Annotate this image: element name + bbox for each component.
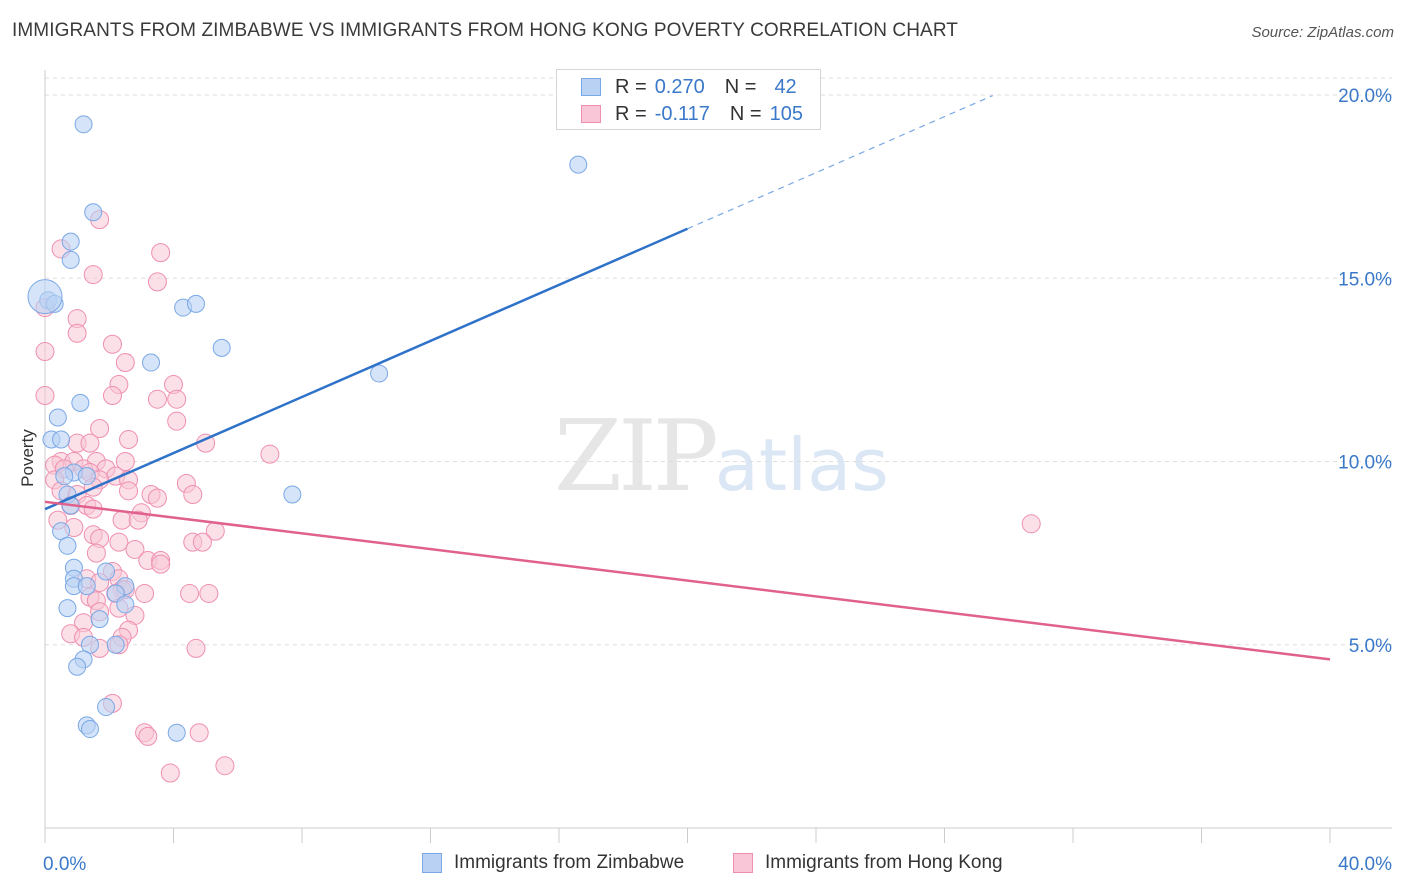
zimbabwe-point [77, 467, 96, 486]
zimbabwe-trend-line [44, 227, 688, 511]
zimbabwe-point [283, 485, 302, 504]
hongkong-point [167, 411, 187, 431]
series-legend: Immigrants from Zimbabwe Immigrants from… [0, 852, 1406, 878]
hongkong-point [151, 554, 171, 574]
watermark-zip: ZIP [554, 400, 719, 514]
legend-row-zimbabwe: R = 0.270 N = 42 [581, 75, 797, 99]
zimbabwe-point [58, 599, 77, 618]
zimbabwe-point [68, 657, 87, 676]
zimbabwe-point [77, 577, 96, 596]
zimbabwe-point-large [27, 279, 63, 315]
legend-r-value: -0.117 [654, 102, 710, 125]
zimbabwe-point [71, 393, 90, 412]
hongkong-point [147, 272, 167, 292]
zimbabwe-point [186, 294, 205, 313]
legend-swatch-hongkong [581, 105, 601, 123]
y-axis-label: Poverty [18, 429, 37, 487]
hongkong-point [35, 342, 55, 362]
hongkong-point [199, 583, 219, 603]
zimbabwe-point [84, 203, 103, 222]
stats-legend: R = 0.270 N = 42 R = -0.117 N = 105 [556, 69, 821, 130]
zimbabwe-point [61, 250, 80, 269]
hongkong-point [109, 532, 129, 552]
hongkong-point [128, 510, 148, 530]
series-swatch-zimbabwe [422, 853, 442, 873]
zimbabwe-point [116, 595, 135, 614]
zimbabwe-point [97, 562, 116, 581]
hongkong-point [80, 433, 100, 453]
zimbabwe-point [569, 155, 588, 174]
series-swatch-hongkong [733, 853, 753, 873]
hongkong-point [90, 419, 110, 439]
hongkong-point [215, 756, 235, 776]
zimbabwe-point [106, 635, 125, 654]
zimbabwe-point [55, 467, 74, 486]
zimbabwe-point [74, 115, 93, 134]
hongkong-point [115, 452, 135, 471]
hongkong-point [147, 488, 167, 508]
legend-n-label: N = [724, 75, 757, 98]
hongkong-point [102, 386, 122, 406]
zimbabwe-point [212, 338, 231, 357]
hongkong-point [102, 334, 122, 354]
zimbabwe-point [97, 698, 116, 717]
hongkong-point [180, 583, 200, 603]
hongkong-point [192, 532, 212, 552]
hongkong-point [35, 386, 55, 406]
zimbabwe-point [58, 536, 77, 555]
y-tick-label: 5.0% [1349, 636, 1392, 657]
hongkong-point [160, 763, 180, 783]
legend-r-label: R = [615, 102, 647, 125]
legend-n-value: 105 [769, 102, 803, 125]
source-label: Source: ZipAtlas.com [1251, 24, 1394, 41]
hongkong-point [183, 484, 203, 504]
hongkong-point [119, 481, 139, 501]
y-tick-label: 15.0% [1338, 269, 1392, 290]
zimbabwe-point [52, 430, 71, 449]
hongkong-point [125, 539, 145, 559]
hongkong-point [112, 510, 132, 530]
zimbabwe-trend-extension [687, 95, 993, 230]
zimbabwe-point [90, 610, 109, 629]
hongkong-point [1021, 514, 1041, 534]
watermark-atlas: atlas [714, 423, 889, 507]
legend-n-label: N = [729, 102, 762, 125]
hongkong-point [189, 723, 209, 743]
hongkong-point [260, 444, 280, 464]
legend-n-value: 42 [774, 75, 797, 98]
legend-r-value: 0.270 [654, 75, 705, 98]
legend-swatch-zimbabwe [581, 78, 601, 96]
y-tick-label: 20.0% [1338, 86, 1392, 107]
hongkong-point [186, 638, 206, 658]
series-label-hongkong: Immigrants from Hong Kong [765, 852, 1003, 873]
x-tick-label-min: 0.0% [43, 854, 86, 875]
zimbabwe-point [167, 723, 186, 742]
series-label-zimbabwe: Immigrants from Zimbabwe [454, 852, 685, 873]
hongkong-point [83, 265, 103, 285]
x-tick-label-max: 40.0% [1338, 854, 1392, 875]
hongkong-point [86, 543, 106, 563]
zimbabwe-point [61, 232, 80, 251]
hongkong-point [115, 353, 135, 373]
zimbabwe-point [48, 408, 67, 427]
hongkong-point [135, 583, 155, 603]
legend-row-hongkong: R = -0.117 N = 105 [581, 102, 803, 126]
series-legend-zimbabwe: Immigrants from Zimbabwe [422, 852, 684, 874]
series-legend-hongkong: Immigrants from Hong Kong [733, 852, 1003, 874]
hongkong-point [151, 243, 171, 263]
chart-title: IMMIGRANTS FROM ZIMBABWE VS IMMIGRANTS F… [12, 20, 958, 41]
zimbabwe-point [370, 364, 389, 383]
y-tick-label: 10.0% [1338, 453, 1392, 474]
hongkong-trend-line [44, 500, 1331, 661]
hongkong-point [147, 389, 167, 409]
zimbabwe-point [142, 353, 161, 372]
legend-r-label: R = [615, 75, 647, 98]
hongkong-point [67, 323, 87, 343]
hongkong-point [119, 430, 139, 450]
hongkong-point [138, 726, 158, 746]
zimbabwe-point [80, 720, 99, 739]
hongkong-point [167, 389, 187, 409]
watermark: ZIPatlas [554, 400, 889, 514]
